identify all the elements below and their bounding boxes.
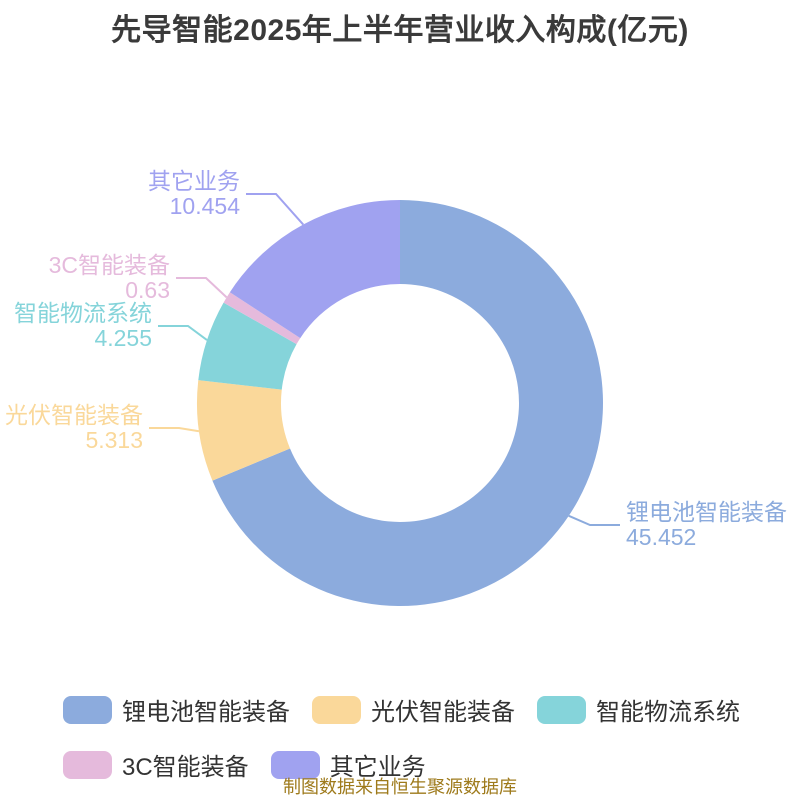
legend-item-other-business[interactable]: 其它业务 <box>270 747 426 782</box>
slice-label-name: 3C智能装备 <box>48 252 170 278</box>
slice-label-3c-equipment: 3C智能装备 0.63 <box>49 253 170 303</box>
label-leader-line-photovoltaic-equipment <box>149 427 200 433</box>
legend-item-logistics-system[interactable]: 智能物流系统 <box>537 692 740 727</box>
legend-swatch-icon <box>270 750 320 779</box>
legend: 锂电池智能装备 光伏智能装备 智能物流系统 3C智能装备 其它业务 <box>63 692 763 782</box>
legend-item-photovoltaic-equipment[interactable]: 光伏智能装备 <box>312 692 515 727</box>
label-leader-line-logistics-system <box>158 325 208 341</box>
legend-item-3c-equipment[interactable]: 3C智能装备 <box>63 747 249 782</box>
slice-label-value: 10.454 <box>169 193 240 219</box>
page-title: 先导智能2025年上半年营业收入构成(亿元) <box>111 14 689 47</box>
donut-slice-logistics-system[interactable] <box>198 302 297 390</box>
slice-label-name: 智能物流系统 <box>14 300 152 326</box>
slice-label-value: 0.63 <box>125 277 170 303</box>
legend-swatch-icon <box>312 695 361 724</box>
legend-item-label: 其它业务 <box>329 754 426 781</box>
slice-label-logistics-system: 智能物流系统 4.255 <box>14 301 152 351</box>
slice-label-lithium-battery-equipment: 锂电池智能装备 45.452 <box>626 500 787 550</box>
label-leader-line-3c-equipment <box>176 277 228 299</box>
donut-slice-photovoltaic-equipment[interactable] <box>196 380 291 481</box>
donut-slice-3c-equipment[interactable] <box>223 292 301 345</box>
slice-label-name: 其它业务 <box>148 168 240 194</box>
slice-label-value: 5.313 <box>85 427 143 453</box>
slice-label-photovoltaic-equipment: 光伏智能装备 5.313 <box>5 403 143 453</box>
donut-slice-other-business[interactable] <box>229 200 400 339</box>
slice-label-value: 4.255 <box>94 325 152 351</box>
legend-item-label: 光伏智能装备 <box>371 699 515 726</box>
legend-item-label: 锂电池智能装备 <box>122 699 290 726</box>
slice-label-value: 45.452 <box>626 524 697 550</box>
legend-swatch-icon <box>63 695 112 724</box>
legend-item-label: 智能物流系统 <box>596 699 740 726</box>
slice-label-name: 锂电池智能装备 <box>626 499 787 525</box>
donut-slice-lithium-battery-equipment[interactable] <box>212 200 603 606</box>
legend-swatch-icon <box>63 750 112 779</box>
legend-swatch-icon <box>537 695 586 724</box>
data-source-note: 制图数据来自恒生聚源数据库 <box>283 777 517 797</box>
label-leader-line-lithium-battery-equipment <box>568 514 620 526</box>
slice-label-other-business: 其它业务 10.454 <box>148 169 240 219</box>
slice-label-name: 光伏智能装备 <box>5 402 143 428</box>
legend-item-label: 3C智能装备 <box>122 754 249 781</box>
label-leader-line-other-business <box>246 193 304 226</box>
legend-item-lithium-battery-equipment[interactable]: 锂电池智能装备 <box>63 692 290 727</box>
